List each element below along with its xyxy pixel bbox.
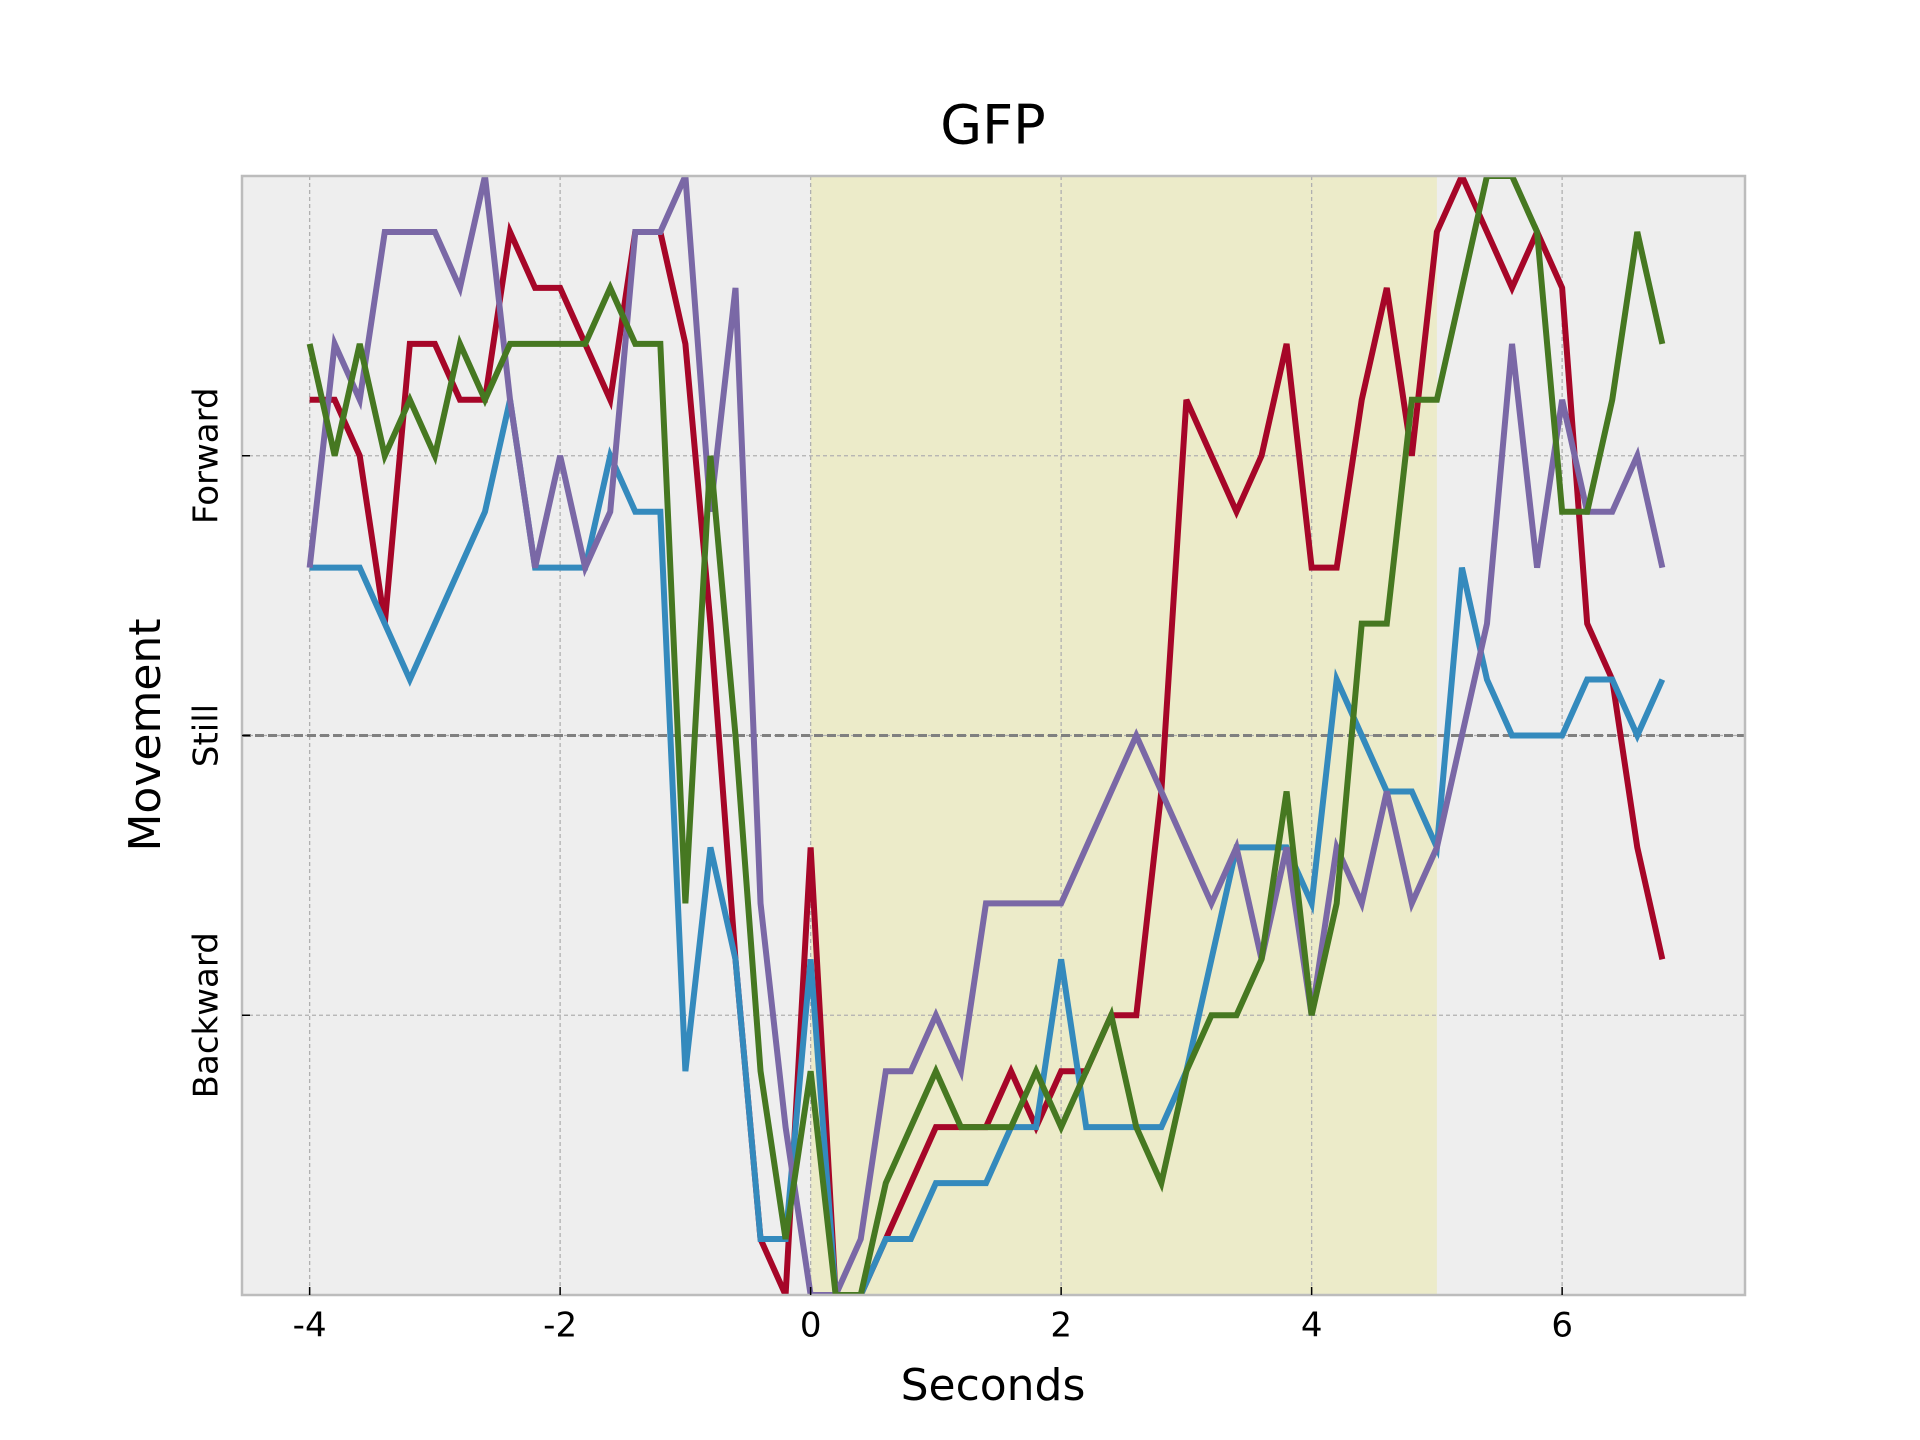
x-tick-label: 2: [1050, 1306, 1072, 1346]
chart-title: GFP: [940, 94, 1045, 157]
data-line: [306, 176, 1666, 1295]
x-tick-label: 6: [1551, 1306, 1573, 1346]
y-tick-label: Still: [187, 704, 227, 767]
data-line: [306, 176, 1666, 1295]
y-tick-label: Backward: [187, 932, 227, 1098]
y-axis-label: Movement: [120, 618, 171, 851]
x-tick-label: 4: [1301, 1306, 1323, 1346]
x-tick-label: 0: [800, 1306, 822, 1346]
y-tick-label: Forward: [187, 387, 227, 524]
x-tick-label: -4: [293, 1306, 327, 1346]
x-axis-label: Seconds: [901, 1360, 1086, 1411]
x-tick-label: -2: [543, 1306, 577, 1346]
line-layer: [306, 176, 1666, 1295]
